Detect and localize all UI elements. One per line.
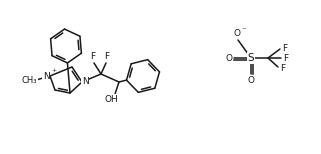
Text: ⁻: ⁻ — [241, 26, 246, 35]
Text: O: O — [247, 76, 255, 85]
Text: N: N — [43, 71, 49, 81]
Text: S: S — [248, 53, 254, 63]
Text: OH: OH — [104, 95, 118, 104]
Text: F: F — [283, 53, 288, 63]
Text: CH₃: CH₃ — [21, 75, 37, 85]
Text: O: O — [233, 29, 240, 38]
Text: +: + — [51, 68, 57, 73]
Text: F: F — [282, 43, 287, 53]
Text: N: N — [82, 77, 88, 85]
Text: F: F — [280, 63, 285, 73]
Text: O: O — [225, 53, 232, 63]
Text: F: F — [104, 52, 109, 61]
Text: F: F — [91, 52, 96, 61]
